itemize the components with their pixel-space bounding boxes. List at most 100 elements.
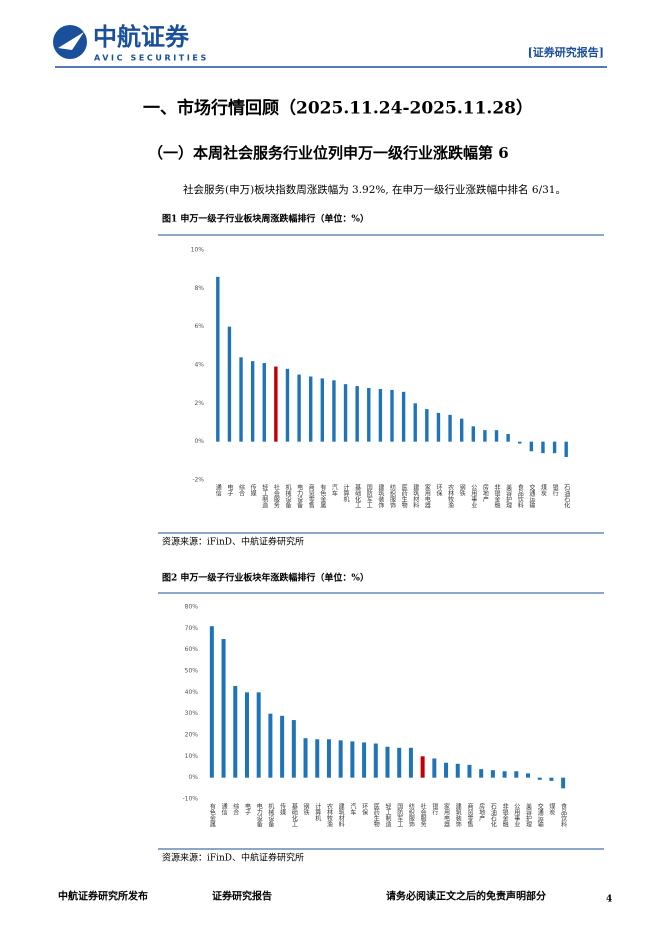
bar xyxy=(315,739,320,778)
bar xyxy=(483,430,487,442)
y-tick-label: 30% xyxy=(185,710,199,717)
x-tick-label: 钢铁 xyxy=(458,483,465,497)
x-tick-label: 环保 xyxy=(435,484,442,497)
bar xyxy=(268,713,273,778)
bar xyxy=(303,738,308,778)
logo xyxy=(53,25,87,59)
bar xyxy=(244,692,249,778)
y-tick-label: -10% xyxy=(182,796,198,803)
x-tick-label: 建筑装饰 xyxy=(454,802,461,828)
x-tick-label: 公用事业 xyxy=(470,484,477,508)
bar xyxy=(564,441,568,457)
logo-en: AVIC SECURITIES xyxy=(94,54,209,63)
bar xyxy=(274,366,278,442)
bar xyxy=(537,777,542,780)
x-tick-label: 商贸零售 xyxy=(307,483,314,509)
x-tick-label: 综合 xyxy=(238,483,245,497)
bar xyxy=(479,769,484,778)
x-tick-label: 石油石化 xyxy=(489,803,496,828)
x-tick-label: 通信 xyxy=(214,483,221,497)
bar xyxy=(350,741,355,778)
y-tick-label: 0% xyxy=(188,774,198,781)
paragraph: 社会服务(申万)板块指数周涨跌幅为 3.92%, 在申万一级行业涨跌幅中排名 6… xyxy=(183,183,566,196)
x-tick-label: 医药生物 xyxy=(400,484,407,509)
footer-right: 请务必阅读正文之后的免责声明部分 xyxy=(386,890,546,903)
bar xyxy=(390,389,394,442)
bar xyxy=(320,378,325,442)
x-tick-label: 电子 xyxy=(243,802,250,815)
x-tick-label: 银行 xyxy=(551,483,558,497)
y-tick-label: 60% xyxy=(185,646,199,653)
y-tick-label: 6% xyxy=(194,323,204,330)
x-tick-label: 轻工制造 xyxy=(384,802,391,828)
x-tick-label: 机械设备 xyxy=(284,483,291,509)
x-tick-label: 纺织服饰 xyxy=(407,802,414,828)
x-tick-label: 农林牧渔 xyxy=(325,802,332,828)
x-tick-label: 石油石化 xyxy=(563,484,570,509)
x-tick-label: 建筑材料 xyxy=(412,483,419,509)
bar xyxy=(378,388,383,442)
bar xyxy=(526,773,531,778)
bar xyxy=(338,740,343,778)
x-tick-label: 家用电器 xyxy=(423,483,430,509)
bar xyxy=(285,368,290,442)
x-tick-label: 美容护理 xyxy=(505,483,512,508)
x-tick-label: 电子 xyxy=(226,483,233,496)
x-tick-label: 传媒 xyxy=(249,483,256,497)
footer-left: 中航证券研究所发布 xyxy=(58,890,148,903)
bar xyxy=(239,357,243,442)
figure-title: 图2 申万一级子行业板块年涨跌幅排行（单位：%） xyxy=(162,572,369,584)
x-tick-label: 建筑材料 xyxy=(337,802,344,828)
bar xyxy=(227,326,232,442)
logo-cn: 中航证券 xyxy=(93,23,190,51)
bar xyxy=(459,418,464,442)
bar xyxy=(362,742,367,778)
bar xyxy=(541,441,545,454)
bar xyxy=(518,441,522,444)
bar xyxy=(401,391,406,442)
x-tick-label: 有色金属 xyxy=(208,802,215,828)
x-tick-label: 房地产 xyxy=(481,483,488,503)
x-tick-label: 非银金融 xyxy=(501,802,508,828)
x-tick-label: 非银金融 xyxy=(493,483,500,509)
bar xyxy=(549,777,554,781)
bar xyxy=(367,388,371,442)
x-tick-label: 环保 xyxy=(361,803,368,816)
logo-plane xyxy=(58,32,84,50)
bar xyxy=(502,771,507,778)
x-tick-label: 家用电器 xyxy=(443,802,450,828)
bar xyxy=(233,685,238,778)
bar xyxy=(297,374,301,442)
y-tick-label: 70% xyxy=(185,625,199,632)
x-tick-label: 基础化工 xyxy=(354,483,361,508)
y-tick-label: 50% xyxy=(185,668,199,675)
x-tick-label: 国防军工 xyxy=(365,484,372,508)
x-tick-label: 轻工制造 xyxy=(261,483,268,509)
bar xyxy=(529,441,534,452)
x-tick-label: 基础化工 xyxy=(290,802,297,827)
bar xyxy=(385,746,390,778)
x-tick-label: 房地产 xyxy=(478,802,485,822)
bar xyxy=(256,692,261,778)
bar xyxy=(448,414,452,442)
bar xyxy=(490,770,495,778)
bar xyxy=(561,777,566,789)
x-tick-label: 建筑装饰 xyxy=(377,483,384,509)
bar xyxy=(432,758,437,778)
y-tick-label: 40% xyxy=(185,689,199,696)
x-tick-label: 社会服务 xyxy=(272,483,279,509)
bar xyxy=(262,363,266,442)
x-tick-label: 机械设备 xyxy=(267,802,274,828)
bar xyxy=(467,764,472,778)
bar xyxy=(250,361,255,442)
y-tick-label: 8% xyxy=(194,285,204,292)
x-tick-label: 煤炭 xyxy=(539,483,546,497)
x-tick-label: 美容护理 xyxy=(525,802,532,827)
footer-middle: 证券研究报告 xyxy=(212,890,272,903)
x-tick-label: 公用事业 xyxy=(513,803,520,827)
x-tick-label: 钢铁 xyxy=(302,802,309,816)
x-tick-label: 纺织服饰 xyxy=(389,483,396,509)
bar xyxy=(444,762,449,778)
heading-2: （一）本周社会服务行业位列申万一级行业涨跌幅第 6 xyxy=(148,144,509,162)
bar xyxy=(216,276,220,442)
